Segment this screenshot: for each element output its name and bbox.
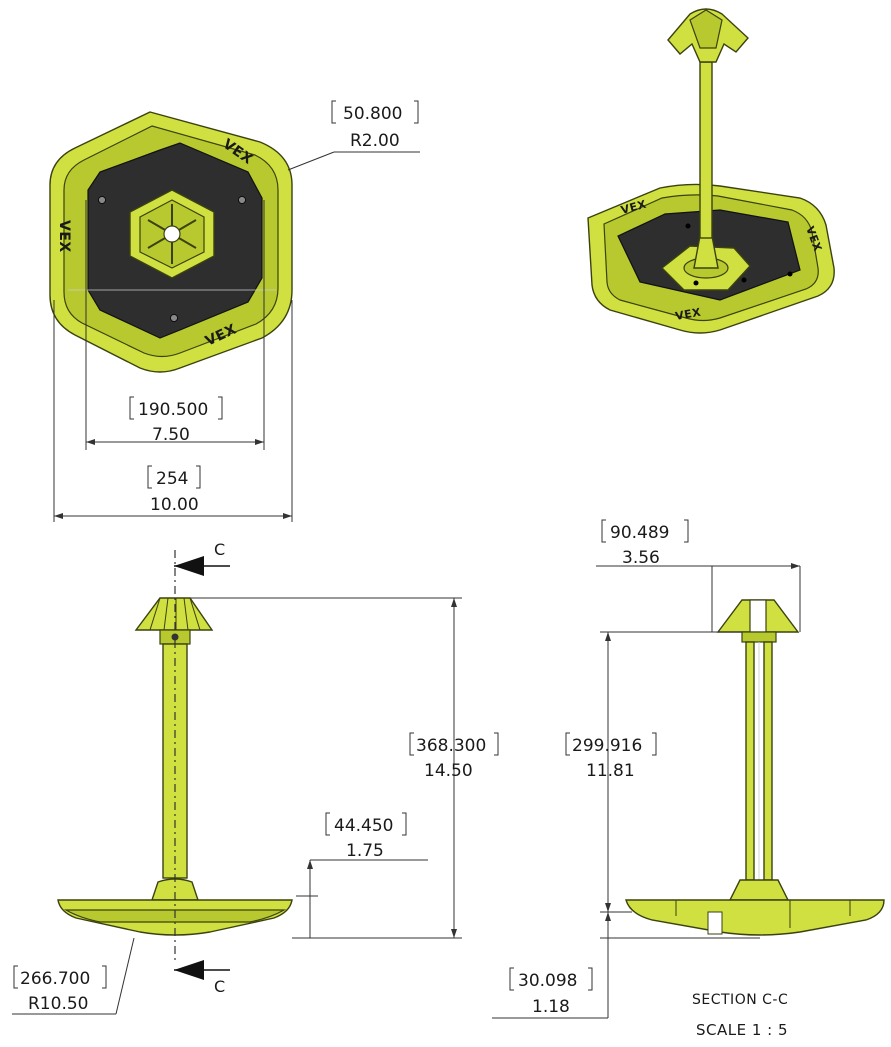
base-offset-mm: 30.098	[518, 971, 577, 991]
base-height-mm: 44.450	[334, 816, 393, 836]
overall-height-in: 14.50	[424, 761, 473, 781]
front-view-dimensions: 368.300 14.50 44.450 1.75 266.700 R10.50	[12, 597, 499, 1015]
corner-radius-in: R2.00	[350, 131, 400, 151]
section-view	[625, 599, 885, 936]
front-view	[57, 550, 293, 962]
section-view-dimensions: 90.489 3.56 299.916 11.81 30.098 1.18 SE…	[492, 519, 801, 1039]
isometric-view: VEX VEX VEX	[587, 8, 835, 334]
cap-width-mm: 90.489	[610, 523, 669, 543]
section-marker-bottom: C	[214, 977, 226, 996]
overall-height-mm: 368.300	[416, 736, 486, 756]
base-height-in: 1.75	[346, 841, 384, 861]
scale-label: SCALE 1 : 5	[696, 1021, 788, 1039]
vex-logo-iso-bottom: VEX	[674, 306, 702, 323]
base-offset-in: 1.18	[532, 997, 570, 1017]
base-radius-in: R10.50	[28, 994, 88, 1014]
section-height-mm: 299.916	[572, 736, 642, 756]
base-radius-mm: 266.700	[20, 969, 90, 989]
corner-radius-mm: 50.800	[343, 104, 402, 124]
inner-width-in: 7.50	[152, 425, 190, 445]
inner-width-mm: 190.500	[138, 400, 208, 420]
section-marker-top: C	[214, 540, 226, 559]
overall-width-mm: 254	[156, 469, 188, 489]
section-markers: C C	[174, 540, 230, 996]
section-title: SECTION C-C	[692, 992, 788, 1008]
overall-width-in: 10.00	[150, 495, 199, 515]
top-view-dimensions: 50.800 R2.00 190.500 7.50 254 10.00	[53, 100, 420, 522]
vex-logo-left: VEX	[56, 220, 72, 253]
cap-width-in: 3.56	[622, 548, 660, 568]
section-height-in: 11.81	[586, 761, 635, 781]
top-view: VEX VEX VEX	[49, 111, 293, 373]
